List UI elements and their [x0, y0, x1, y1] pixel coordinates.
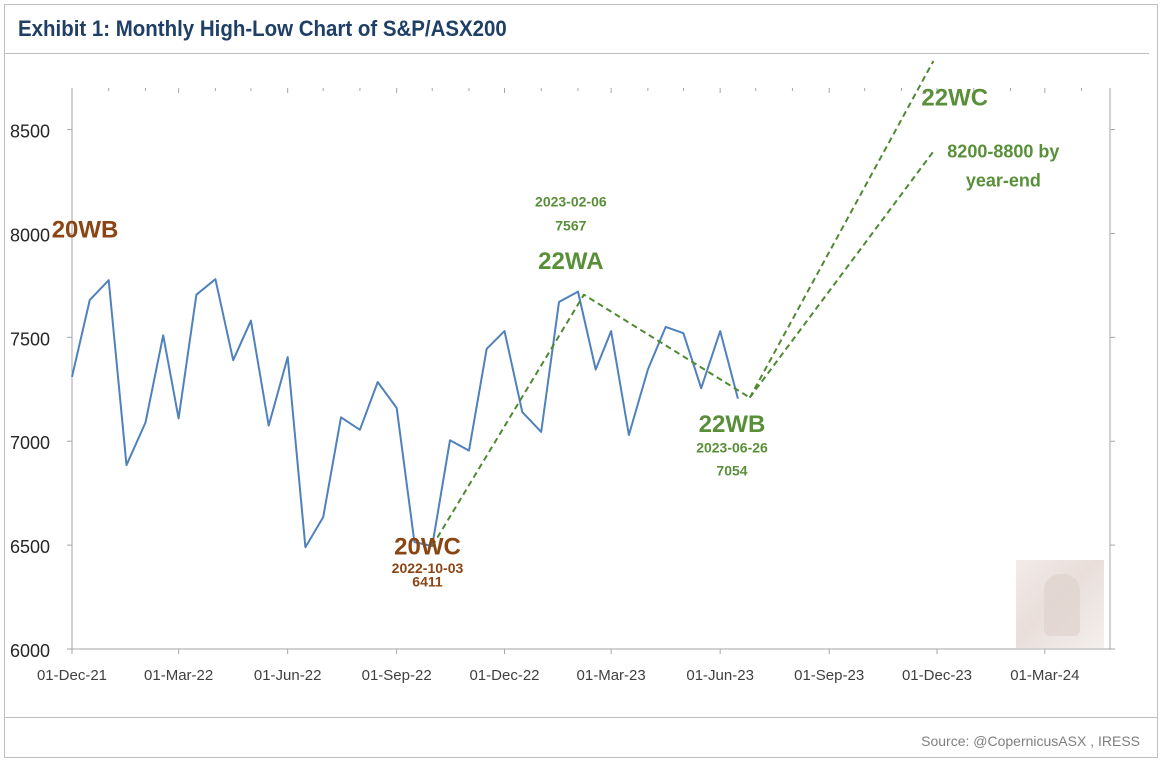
projection-line-1 — [431, 293, 751, 547]
annotation-label: 2022-10-03 — [392, 560, 464, 576]
statue-silhouette — [1044, 574, 1080, 636]
annotation-label: 7054 — [716, 463, 747, 479]
title-divider — [4, 53, 1149, 54]
annotation-label: 22WB — [699, 411, 766, 438]
projection-line-2 — [748, 60, 935, 399]
annotation-label: 22WA — [538, 248, 603, 275]
annotation-label: 20WB — [52, 217, 119, 244]
x-tick-label: 01-Mar-23 — [577, 667, 646, 684]
projection-line-3 — [748, 150, 935, 399]
annotation-label: 22WC — [921, 85, 988, 112]
x-tick-label: 01-Sep-22 — [362, 667, 432, 684]
x-tick-label: 01-Mar-24 — [1010, 667, 1079, 684]
y-tick-label: 8500 — [10, 122, 50, 142]
chart-frame — [4, 4, 1158, 758]
annotation-label: 6411 — [412, 574, 443, 590]
author-watermark-image — [1016, 560, 1104, 648]
x-tick-label: 01-Dec-21 — [37, 667, 107, 684]
index-price-line — [71, 278, 739, 549]
x-tick-label: 01-Jun-23 — [686, 667, 754, 684]
x-tick-label: 01-Dec-22 — [469, 667, 539, 684]
x-tick-label: 01-Jun-22 — [254, 667, 322, 684]
source-note: Source: @CopernicusASX , IRESS — [921, 733, 1140, 749]
y-tick-label: 6500 — [10, 537, 50, 557]
annotation-label: 2023-06-26 — [696, 440, 768, 456]
annotation-label: year-end — [966, 171, 1041, 191]
annotation-label: 7567 — [555, 217, 586, 233]
y-tick-label: 8000 — [10, 225, 50, 245]
x-tick-label: 01-Mar-22 — [144, 667, 213, 684]
y-tick-label: 7500 — [10, 329, 50, 349]
chart-title: Exhibit 1: Monthly High-Low Chart of S&P… — [18, 16, 507, 41]
x-tick-label: 01-Sep-23 — [794, 667, 864, 684]
annotation-label: 20WC — [394, 533, 461, 560]
y-tick-label: 7000 — [10, 433, 50, 453]
annotation-label: 2023-02-06 — [535, 193, 607, 209]
annotation-label: 8200-8800 by — [947, 142, 1059, 162]
x-tick-label: 01-Dec-23 — [902, 667, 972, 684]
y-tick-label: 6000 — [10, 641, 50, 661]
footer-divider — [4, 717, 1158, 718]
